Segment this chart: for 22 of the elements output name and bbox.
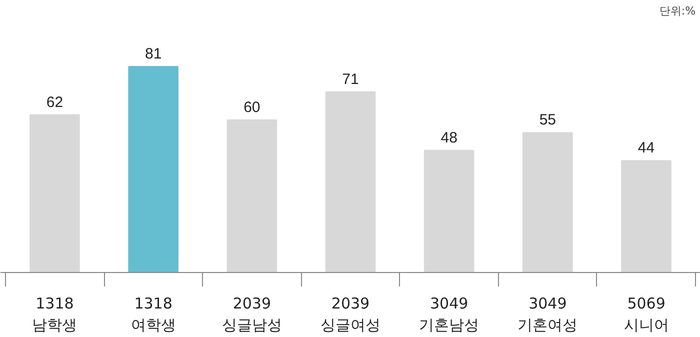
bar — [128, 66, 178, 272]
data-label: 48 — [440, 129, 458, 146]
data-label: 62 — [46, 94, 64, 111]
text: 단위:% — [659, 4, 696, 18]
x-tick-label: 2039 싱글남성 — [222, 294, 282, 334]
bar — [226, 119, 278, 272]
bar — [522, 132, 573, 272]
x-tick-label: 2039 싱글여성 — [320, 294, 380, 334]
x-tick-label: 3049 기혼여성 — [518, 294, 578, 334]
data-label: 81 — [144, 45, 162, 62]
data-label: 71 — [342, 70, 359, 88]
data-label: 44 — [638, 140, 655, 157]
x-tick-label: 1318 여학생 — [130, 294, 176, 334]
bar — [621, 160, 672, 272]
x-tick-label: 5069 시니어 — [624, 294, 669, 334]
data-label: 55 — [539, 112, 556, 129]
x-tick-label: 1318 남학생 — [32, 294, 78, 334]
bar — [30, 114, 80, 272]
bar — [424, 150, 474, 272]
bar — [325, 91, 376, 272]
data-label: 60 — [244, 98, 260, 116]
x-tick-label: 3049 기혼남성 — [419, 294, 480, 334]
